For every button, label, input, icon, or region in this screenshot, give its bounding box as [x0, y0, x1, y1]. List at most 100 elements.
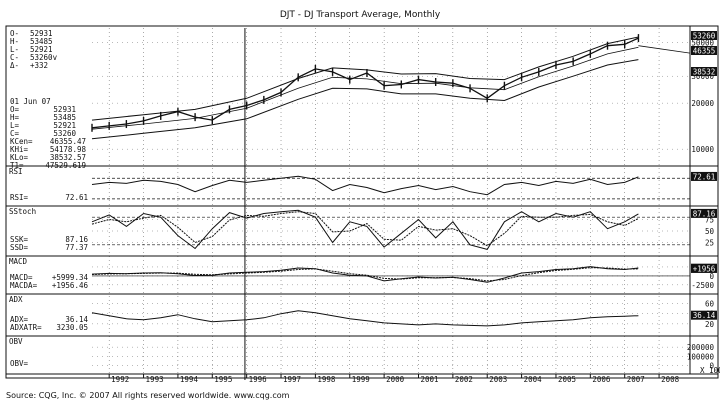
macd-line: [91, 266, 639, 283]
value-tag-text: 87.16: [693, 209, 716, 218]
readout-label: KLo=: [10, 153, 29, 162]
readout-label: C=: [10, 129, 20, 138]
header-quote-value: 52931: [30, 29, 53, 38]
readout-label: KCen=: [10, 137, 33, 146]
y-tick-label: 10000: [691, 145, 714, 154]
value-tag: [691, 31, 717, 40]
value-tag: [691, 46, 717, 55]
readout-value: 36.14: [65, 315, 88, 324]
header-quote-label: C-: [10, 53, 19, 62]
readout-label: RSI=: [10, 193, 29, 202]
x-tick-label: 2004: [524, 375, 543, 384]
panel-label: MACD: [9, 257, 28, 266]
stoch-d-line: [91, 211, 639, 247]
x-tick-label: 2008: [661, 375, 680, 384]
label-layer: 53260463553853272.6187.16+2000+195636.14…: [9, 31, 720, 375]
readout-date: 01 Jun 07: [10, 97, 51, 106]
y-tick-label: 30000: [691, 72, 714, 81]
y-tick-label: 50: [705, 227, 715, 236]
value-tag: [691, 67, 717, 76]
x-tick-label: 1999: [352, 375, 370, 384]
x-tick-label: 2000: [386, 375, 405, 384]
value-tag-text: 72.61: [693, 172, 716, 181]
value-tag-text: 53260: [693, 32, 716, 41]
readout-label: MACD=: [10, 273, 33, 282]
readout-value: 38532.57: [50, 153, 86, 162]
x-tick-label: 2003: [489, 375, 507, 384]
panel-separators: [6, 26, 718, 374]
readout-label: KHi=: [10, 145, 29, 154]
panel-label: OBV: [9, 337, 23, 346]
x-tick-label: 2005: [558, 375, 576, 384]
x-tick-label: 1997: [283, 375, 301, 384]
readout-value: 3230.05: [56, 323, 88, 332]
x-tick-label: 1996: [249, 375, 268, 384]
readout-value: 46355.47: [50, 137, 86, 146]
stoch-k-line: [91, 209, 639, 250]
keltner-upper-line: [91, 36, 639, 121]
grid: [92, 28, 690, 380]
readout-value: +5999.34: [52, 273, 89, 282]
x-tick-label: 2007: [627, 375, 645, 384]
x-tick-label: 1998: [317, 375, 336, 384]
axis-layer: 1992 1993 1994 1995 1996 1997 1998 1999 2000 2001…: [6, 38, 718, 384]
plot-frame: [5, 25, 719, 379]
value-tag-text: 46355: [693, 47, 716, 56]
value-tag: [691, 208, 717, 218]
panel-label: SStoch: [9, 207, 36, 216]
x-tick-label: 2002: [455, 375, 473, 384]
readout-value: 52921: [53, 121, 76, 130]
readout-value: 72.61: [65, 193, 88, 202]
readout-label: ADXATR=: [10, 323, 42, 332]
header-quote-label: O-: [10, 29, 19, 38]
value-tag: [691, 171, 717, 181]
value-tag-text: 36.14: [693, 311, 716, 320]
keltner-lower-line: [91, 59, 639, 140]
header-quote-label: Δ-: [10, 61, 19, 70]
header-quote-label: H-: [10, 37, 19, 46]
y-tick-label: 20000: [691, 99, 714, 108]
header-quote: O- 52931 H- 53485 L- 52921 C- 53260v Δ- …: [10, 29, 58, 70]
y-tick-label: 0: [709, 361, 714, 370]
value-tag: [691, 310, 717, 320]
readout-value: 87.16: [65, 235, 88, 244]
readout-value: 77.37: [65, 243, 88, 252]
y-tick-label: 200000: [687, 343, 715, 352]
readout-value: 47529.619: [45, 161, 86, 170]
rsi-line: [91, 175, 639, 196]
readout-label: OBV=: [10, 359, 29, 368]
header-quote-value: 52921: [30, 45, 53, 54]
y-tick-label: 0: [709, 272, 714, 281]
x-tick-label: 1994: [180, 375, 199, 384]
x-tick-label: 2001: [420, 375, 438, 384]
macd-average-line: [91, 267, 639, 282]
y-tick-label: 25: [705, 239, 714, 248]
readout-label: T1=: [10, 161, 24, 170]
x-tick-label: 1995: [214, 375, 232, 384]
header-quote-value: 53260v: [30, 53, 58, 62]
readout-label: L=: [10, 121, 20, 130]
header-quote-value: +332: [30, 61, 48, 70]
y-tick-label: 50000: [691, 38, 714, 47]
readout-label: H=: [10, 113, 20, 122]
readout-value: 53485: [53, 113, 76, 122]
x-tick-label: 1992: [111, 375, 129, 384]
chart-title: DJT - DJ Transport Average, Monthly: [280, 10, 441, 20]
readout-label: O=: [10, 105, 20, 114]
readout-value: 54178.98: [50, 145, 87, 154]
value-tag: [691, 263, 717, 273]
trend-line: [638, 45, 691, 54]
readout-label: SSD=: [10, 243, 29, 252]
header-quote-value: 53485: [30, 37, 53, 46]
header-quote-label: L-: [10, 45, 19, 54]
y-tick-label: 75: [705, 216, 714, 225]
y-tick-label: 100000: [687, 352, 715, 361]
scale-note: X 100: [700, 366, 720, 375]
value-tag-text: 38532: [693, 68, 716, 77]
readout-value: 52931: [53, 105, 76, 114]
y-tick-label: 20: [705, 320, 715, 329]
panel-label: ADX: [9, 295, 23, 304]
readout-label: ADX=: [10, 315, 29, 324]
y-tick-label: 60: [705, 300, 715, 309]
